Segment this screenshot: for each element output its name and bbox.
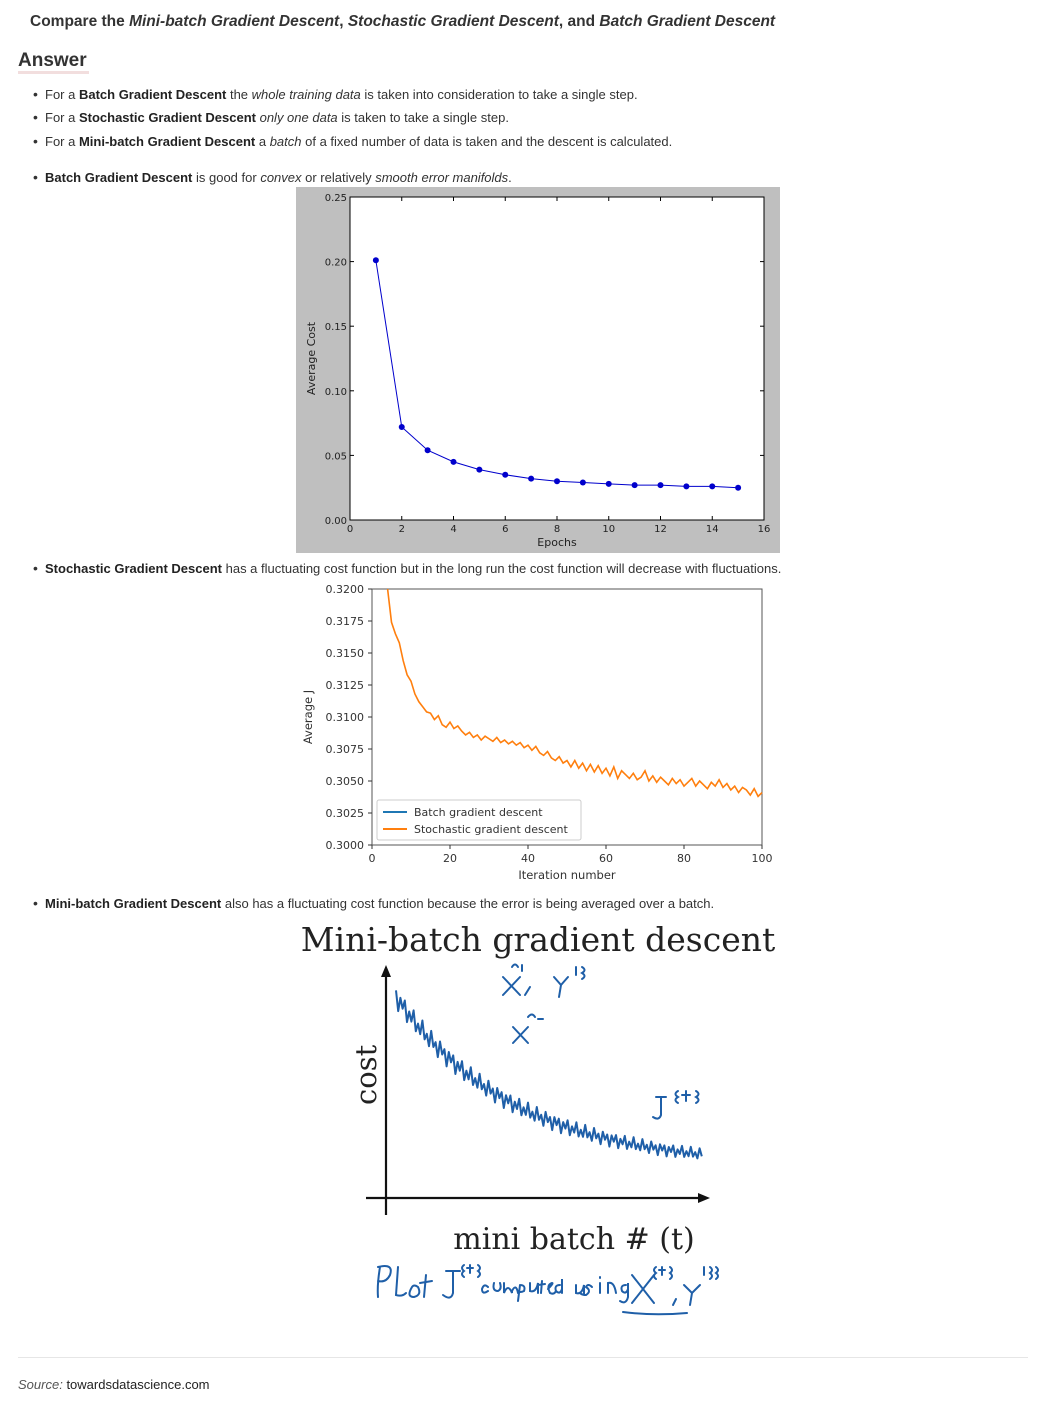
minibatch-title: Mini-batch gradient descent	[301, 920, 776, 959]
source-link[interactable]: towardsdatascience.com	[66, 1377, 210, 1392]
chart2-xtick-label: 0	[369, 852, 376, 865]
minibatch-xlabel: mini batch # (t)	[453, 1222, 694, 1257]
chart1-data-point	[476, 466, 483, 473]
chart2-xtick-label: 40	[521, 852, 535, 865]
chart1-data-point	[631, 482, 638, 489]
chart1-data-point	[683, 483, 690, 490]
chart2-xtick-label: 20	[443, 852, 457, 865]
chart1-xtick-label: 6	[502, 524, 508, 535]
chart2-ytick-label: 0.3175	[326, 615, 365, 628]
bullet-sgd-definition: For a Stochastic Gradient Descent only o…	[33, 109, 509, 125]
bullet-minibatch-fluctuating: Mini-batch Gradient Descent also has a f…	[33, 895, 714, 911]
chart1-ytick-label: 0.10	[325, 387, 347, 398]
chart2-ytick-label: 0.3075	[326, 743, 365, 756]
minibatch-cost-curve	[395, 990, 703, 1160]
chart2-ytick-label: 0.3100	[326, 711, 365, 724]
chart2-series-line	[386, 588, 763, 798]
chart1-data-point	[372, 257, 379, 264]
chart2-ytick-label: 0.3125	[326, 679, 365, 692]
bullet-batch-convex: Batch Gradient Descent is good for conve…	[33, 169, 512, 185]
chart2-xtick-label: 80	[677, 852, 691, 865]
chart2-ytick-label: 0.3050	[326, 775, 365, 788]
chart1-xtick-label: 4	[450, 524, 456, 535]
chart1-data-point	[424, 447, 431, 454]
chart1-xtick-label: 0	[347, 524, 353, 535]
chart1-ylabel: Average Cost	[305, 321, 318, 395]
chart1-data-point	[528, 475, 535, 482]
chart2-legend	[376, 799, 582, 841]
chart1-data-point	[735, 484, 742, 491]
chart2-ytick-label: 0.3025	[326, 807, 365, 820]
chart1-xtick-label: 10	[602, 524, 615, 535]
handwritten-xy-note	[502, 963, 700, 1120]
source-divider	[18, 1357, 1028, 1358]
bullet-batch-definition: For a Batch Gradient Descent the whole t…	[33, 86, 638, 102]
chart1-data-point	[502, 471, 509, 478]
bullet-sgd-fluctuating: Stochastic Gradient Descent has a fluctu…	[33, 560, 781, 576]
question-title: Compare the Mini-batch Gradient Descent,…	[30, 13, 776, 30]
chart1-xlabel: Epochs	[537, 536, 577, 549]
chart2-xtick-label: 100	[752, 852, 773, 865]
chart1-data-point	[398, 423, 405, 430]
chart1-ytick-label: 0.15	[325, 322, 347, 333]
chart1-data-point	[554, 478, 560, 485]
chart2-ytick-label: 0.3000	[326, 839, 365, 852]
chart1-ytick-label: 0.20	[325, 258, 347, 269]
chart2-ytick-label: 0.3200	[326, 583, 365, 596]
chart1-xtick-label: 2	[399, 524, 405, 535]
minibatch-ylabel: cost	[349, 1044, 383, 1105]
y-arrow-icon	[381, 965, 391, 977]
chart2-xtick-label: 60	[599, 852, 613, 865]
chart1-data-point	[709, 483, 716, 490]
chart1-xtick-label: 8	[554, 524, 560, 535]
chart2-legend-label: Batch gradient descent	[414, 806, 543, 819]
chart1-xtick-label: 16	[758, 524, 771, 535]
chart1-plot-area	[349, 196, 765, 521]
chart1-data-point	[450, 458, 457, 465]
minibatch-illustration: Mini-batch gradient descent cost mini ba…	[301, 920, 776, 1316]
source-line: Source: towardsdatascience.com	[18, 1377, 210, 1392]
bullet-minibatch-definition: For a Mini-batch Gradient Descent a batc…	[33, 133, 672, 149]
chart1-ytick-label: 0.00	[325, 516, 347, 527]
chart1-ytick-label: 0.25	[325, 193, 347, 204]
chart1-xtick-label: 12	[654, 524, 667, 535]
chart1-data-point	[579, 479, 586, 486]
x-arrow-icon	[698, 1193, 710, 1203]
chart1-ytick-label: 0.05	[325, 451, 347, 462]
chart2-legend-label: Stochastic gradient descent	[414, 823, 569, 836]
sgd-cost-chart: 0 20 40 60 80 100 0.3000 0.3025 0.3050 0.3075 0.31…	[301, 583, 773, 882]
chart2-ytick-label: 0.3150	[326, 647, 365, 660]
chart2-ylabel: Average J	[301, 690, 315, 744]
chart2-xlabel: Iteration number	[518, 868, 616, 882]
answer-heading: Answer	[18, 50, 89, 74]
chart1-data-point	[605, 480, 612, 487]
chart1-data-point	[657, 482, 664, 489]
handwritten-plot-note	[376, 1264, 719, 1316]
chart1-xtick-label: 14	[706, 524, 719, 535]
batch-cost-chart: 0 2 4 6 8 10 12 14 16 0.00 0.05 0.10 0.15 0.20 0.25 Epo…	[296, 187, 780, 553]
